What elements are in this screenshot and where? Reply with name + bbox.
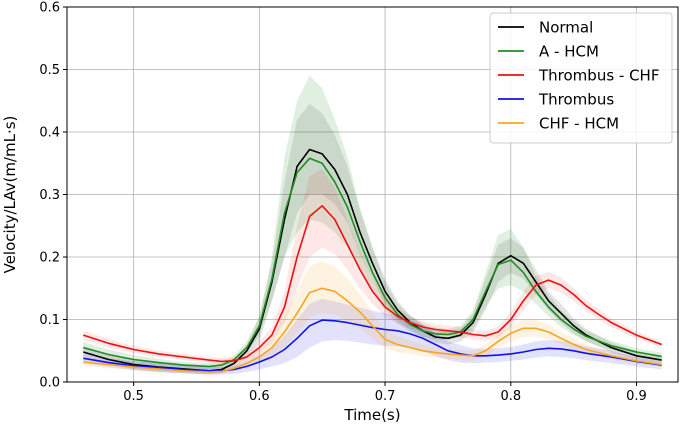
y-tick-label: 0.0 (39, 376, 60, 391)
confidence-bands (83, 75, 662, 375)
x-tick-label: 0.5 (123, 389, 144, 404)
y-tick-label: 0.1 (39, 313, 60, 328)
band-normal (83, 103, 662, 375)
y-axis-label: Velocity/LAv(m/mL·s) (1, 116, 19, 274)
band-a-hcm (83, 75, 662, 370)
series-line-thrombus-chf (83, 205, 662, 363)
legend-label: CHF - HCM (539, 115, 619, 133)
legend: Normal A - HCM Thrombus - CHF Thrombus CHF -… (489, 12, 673, 144)
band-thrombus (83, 298, 662, 375)
legend-label: A - HCM (539, 43, 599, 61)
series-line-a-hcm (83, 157, 662, 368)
legend-label: Normal (539, 19, 593, 37)
x-axis-label: Time(s) (343, 406, 400, 424)
legend-label: Thrombus - CHF (538, 67, 659, 85)
series-lines (83, 148, 662, 373)
band-thrombus-chf (83, 169, 662, 365)
legend-label: Thrombus (538, 91, 614, 109)
x-tick-label: 0.7 (375, 389, 396, 404)
y-tick-label: 0.6 (39, 1, 60, 16)
band-chf-hcm (83, 261, 662, 375)
y-tick-label: 0.3 (39, 188, 60, 203)
x-tick-label: 0.8 (500, 389, 521, 404)
x-tick-label: 0.6 (249, 389, 270, 404)
y-tick-label: 0.4 (39, 126, 60, 141)
legend-box (489, 12, 673, 144)
series-line-normal (83, 148, 662, 372)
y-tick-label: 0.2 (39, 251, 60, 266)
y-tick-label: 0.5 (39, 63, 60, 78)
y-axis-ticks: 0.0 0.1 0.2 0.3 0.4 0.5 0.6 (39, 1, 67, 391)
x-tick-label: 0.9 (626, 389, 647, 404)
series-line-chf-hcm (83, 287, 662, 373)
x-axis-ticks: 0.5 0.6 0.7 0.8 0.9 (123, 382, 647, 404)
